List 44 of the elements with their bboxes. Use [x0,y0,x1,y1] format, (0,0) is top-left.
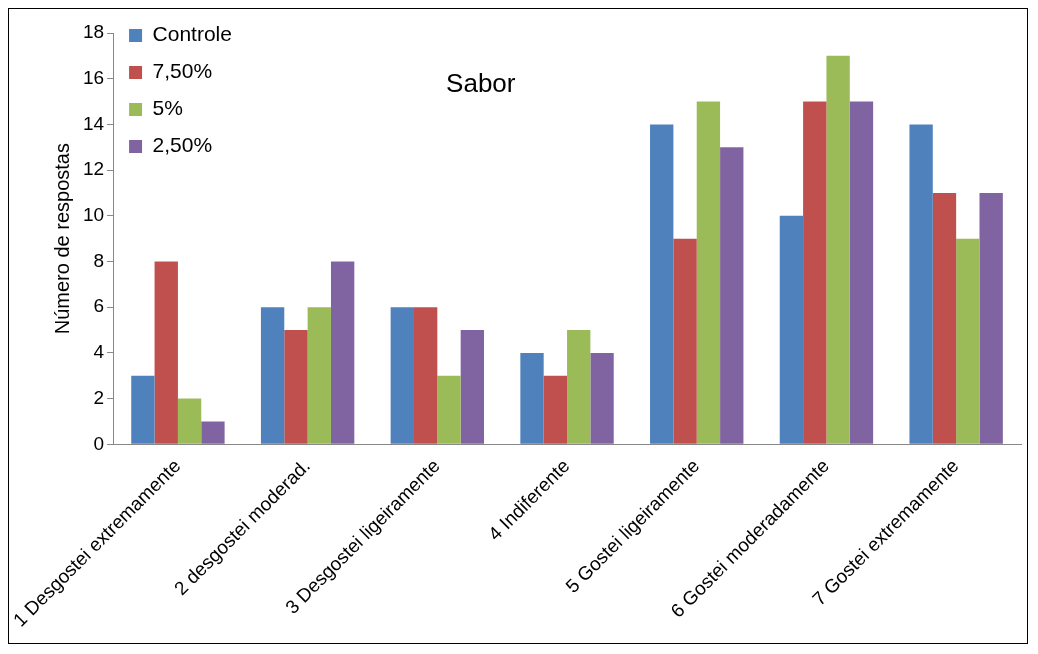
bar [849,101,874,444]
legend-label: Controle [152,22,232,46]
y-tick-label: 14 [82,112,105,134]
y-tick-label: 10 [82,204,105,226]
bar [260,307,285,444]
bar [826,55,850,444]
bar [201,421,225,444]
bar [330,261,355,444]
bar [390,307,414,444]
bar [956,238,980,444]
text: Sabor [446,68,516,99]
bar [720,147,744,444]
bar [307,307,331,444]
bar [696,101,721,444]
bar [543,375,568,444]
bar [673,238,697,444]
bar [284,330,308,444]
bar [979,192,1003,444]
bar [413,307,438,444]
bar [909,124,933,444]
legend-label: 5% [152,96,183,120]
bar [437,375,461,444]
bar [590,352,614,444]
bar [650,124,674,444]
y-tick-label: 8 [93,249,105,271]
y-tick-label: 0 [93,432,105,454]
bar [177,398,202,444]
bar [567,330,591,444]
bar [803,101,827,444]
y-tick-label: 4 [93,341,105,363]
y-tick-label: 6 [93,295,105,317]
bar [520,352,544,444]
bar [131,375,155,444]
y-tick-label: 16 [82,66,105,88]
y-axis-title: Número de respostas [51,143,74,335]
y-tick-label: 2 [93,386,105,408]
legend-label: 2,50% [152,133,213,157]
bar [460,330,485,444]
y-tick-label: 18 [82,21,105,43]
legend-label: 7,50% [152,59,213,83]
bar [932,192,957,444]
bar [154,261,178,444]
y-tick-label: 12 [82,158,105,180]
bar [779,215,804,444]
